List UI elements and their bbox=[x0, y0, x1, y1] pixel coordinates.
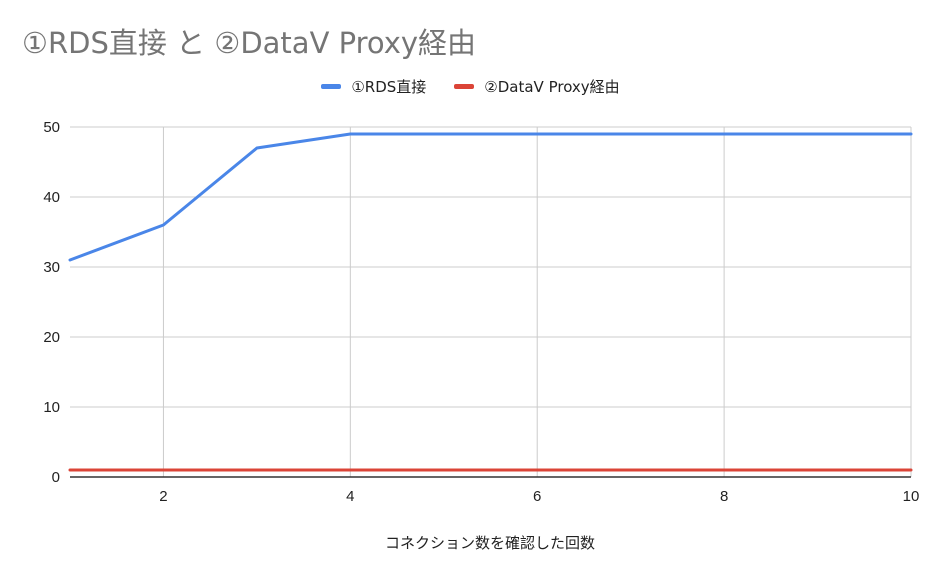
y-tick-label: 20 bbox=[43, 329, 60, 346]
x-tick-label: 8 bbox=[720, 488, 728, 505]
series-line-rds bbox=[68, 132, 913, 262]
x-axis-label: コネクション数を確認した回数 bbox=[385, 534, 595, 552]
y-tick-label: 30 bbox=[43, 259, 60, 276]
series-lines bbox=[68, 132, 913, 472]
legend-label-rds: ①RDS直接 bbox=[351, 78, 427, 96]
chart-title: ①RDS直接 と ②DataV Proxy経由 bbox=[22, 26, 477, 60]
x-tick-label: 6 bbox=[533, 488, 541, 505]
legend-item-rds[interactable]: ①RDS直接 bbox=[321, 76, 426, 97]
legend-label-datav-proxy: ②DataV Proxy経由 bbox=[484, 78, 620, 96]
legend: ①RDS直接 ②DataV Proxy経由 bbox=[0, 76, 941, 97]
x-tick-label: 4 bbox=[346, 488, 354, 505]
gridlines bbox=[70, 126, 912, 477]
x-tick-label: 2 bbox=[159, 488, 167, 505]
y-tick-label: 40 bbox=[43, 189, 60, 206]
y-tick-label: 0 bbox=[52, 469, 60, 486]
x-tick-label: 10 bbox=[903, 488, 920, 505]
y-tick-label: 50 bbox=[43, 119, 60, 136]
legend-swatch-datav-proxy bbox=[454, 84, 475, 89]
tick-labels: 0 10 20 30 40 50 2 4 6 8 10 bbox=[43, 119, 919, 505]
legend-item-datav-proxy[interactable]: ②DataV Proxy経由 bbox=[454, 76, 620, 97]
legend-swatch-rds bbox=[321, 84, 342, 89]
y-tick-label: 10 bbox=[43, 399, 60, 416]
